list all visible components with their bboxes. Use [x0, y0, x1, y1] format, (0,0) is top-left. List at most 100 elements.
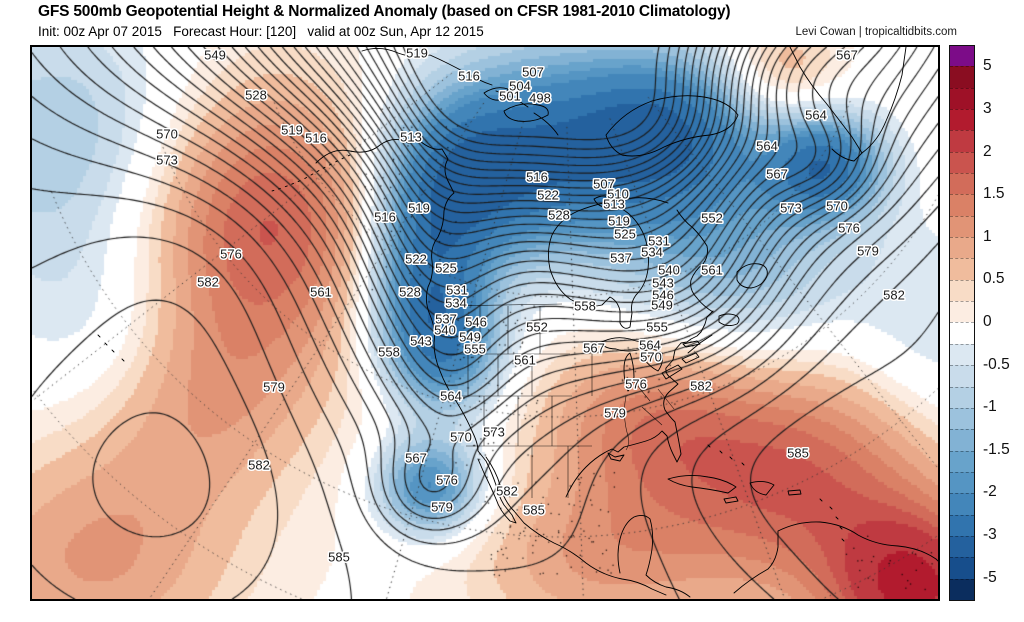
- weather-map: 549 528 519 516 570 573 576 582 561 579 582 585 519 5…: [30, 45, 940, 601]
- contour-label: 561: [310, 285, 332, 300]
- colorbar-segment: [950, 386, 974, 408]
- colorbar-tick: -1: [983, 398, 997, 416]
- contour-label: 528: [548, 208, 570, 223]
- contour-label: 516: [374, 210, 396, 225]
- attribution: Levi Cowan | tropicaltidbits.com: [795, 26, 958, 38]
- colorbar-segment: [950, 109, 974, 131]
- contour-label: 579: [263, 380, 285, 395]
- contour-label: 501: [499, 89, 521, 104]
- contour-label: 549: [651, 298, 673, 313]
- colorbar-tick-labels: 5 3 2 1.5 1 0.5 0 -0.5 -1 -1.5 -2 -3 -5: [983, 45, 1024, 601]
- contour-label: 573: [780, 201, 802, 216]
- contour-label: 558: [574, 299, 596, 314]
- page-title: GFS 500mb Geopotential Height & Normaliz…: [38, 3, 731, 20]
- contour-label: 570: [826, 199, 848, 214]
- colorbar-segment: [950, 471, 974, 494]
- contour-label: 525: [435, 261, 457, 276]
- contour-label: 540: [658, 263, 680, 278]
- contour-label: 513: [603, 197, 625, 212]
- contour-label: 576: [436, 473, 458, 488]
- contour-label: 582: [883, 288, 905, 303]
- contour-label: 558: [378, 345, 400, 360]
- contour-label: 516: [305, 131, 327, 146]
- contour-label: 549: [459, 330, 481, 345]
- contour-label: 522: [405, 252, 427, 267]
- colorbar-segment: [950, 493, 974, 515]
- contour-label: 510: [607, 187, 629, 202]
- contour-label: 579: [857, 244, 879, 259]
- contour-label: 573: [156, 153, 178, 168]
- contour-label: 531: [648, 234, 670, 249]
- contour-label: 582: [496, 484, 518, 499]
- contour-label: 567: [766, 167, 788, 182]
- contour-label: 534: [641, 245, 663, 260]
- contour-label: 537: [610, 251, 632, 266]
- contour-labels: 5495285195165705735765825615795825855195…: [155, 47, 907, 566]
- state-borders: [445, 303, 675, 498]
- anomaly-shading-canvas: [32, 47, 938, 599]
- colorbar-segment: [950, 279, 974, 302]
- contour-label: 555: [464, 342, 486, 357]
- contour-label: 507: [522, 65, 544, 80]
- colorbar-tick: -2: [983, 483, 997, 501]
- contour-label: 576: [220, 247, 242, 262]
- contour-label: 519: [281, 123, 303, 138]
- contour-label: 522: [537, 188, 559, 203]
- contour-label: 561: [701, 263, 723, 278]
- colorbar-segment: [950, 322, 974, 344]
- contour-label: 582: [690, 379, 712, 394]
- contour-label: 516: [458, 69, 480, 84]
- contour-label: 567: [405, 451, 427, 466]
- contour-label: 519: [608, 214, 630, 229]
- colorbar-segment: [950, 237, 974, 259]
- colorbar-tick: -1.5: [983, 440, 1010, 458]
- colorbar-segment: [950, 194, 974, 216]
- contour-label: 564: [639, 338, 661, 353]
- contour-label: 531: [446, 283, 468, 298]
- colorbar-tick: 5: [983, 57, 992, 75]
- contour-label: 513: [400, 130, 422, 145]
- contour-label: 555: [646, 320, 668, 335]
- contour-label: 564: [805, 108, 827, 123]
- contour-label: 528: [245, 88, 267, 103]
- contour-label: 549: [204, 48, 226, 63]
- colorbar-segment: [950, 365, 974, 387]
- colorbar-tick: 1.5: [983, 185, 1005, 203]
- contour-label: 528: [399, 285, 421, 300]
- contour-label: 546: [652, 288, 674, 303]
- colorbar-tick: 1: [983, 227, 992, 245]
- contour-label: 537: [435, 312, 457, 327]
- contour-label: 534: [445, 296, 467, 311]
- anomaly-colorbar: [949, 45, 975, 601]
- contour-label: 585: [328, 550, 350, 565]
- colorbar-segment: [950, 578, 974, 600]
- contour-label: 579: [604, 406, 626, 421]
- colorbar-segment: [950, 151, 974, 174]
- contour-label: 573: [483, 425, 505, 440]
- contour-label: 567: [836, 48, 858, 63]
- contour-label: 585: [523, 503, 545, 518]
- colorbar-segment: [950, 429, 974, 451]
- contour-label: 540: [434, 323, 456, 338]
- contour-label: 561: [514, 353, 536, 368]
- colorbar-tick: 2: [983, 142, 992, 160]
- contour-label: 585: [787, 446, 809, 461]
- colorbar-tick: 0: [983, 313, 992, 330]
- contour-label: 552: [526, 320, 548, 335]
- contour-label: 570: [640, 350, 662, 365]
- contour-label: 579: [431, 500, 453, 515]
- contour-label: 582: [248, 458, 270, 473]
- colorbar-segment: [950, 87, 974, 110]
- colorbar-segment: [950, 173, 974, 195]
- contour-label: 570: [450, 430, 472, 445]
- contour-label: 564: [440, 389, 462, 404]
- contour-label: 582: [197, 275, 219, 290]
- colorbar-segment: [950, 215, 974, 238]
- colorbar-segment: [950, 66, 974, 88]
- contour-label: 519: [408, 201, 430, 216]
- contour-label: 552: [701, 211, 723, 226]
- contour-label: 525: [614, 227, 636, 242]
- colorbar-segment: [950, 343, 974, 366]
- coastlines: [97, 47, 938, 598]
- contour-label: 543: [410, 334, 432, 349]
